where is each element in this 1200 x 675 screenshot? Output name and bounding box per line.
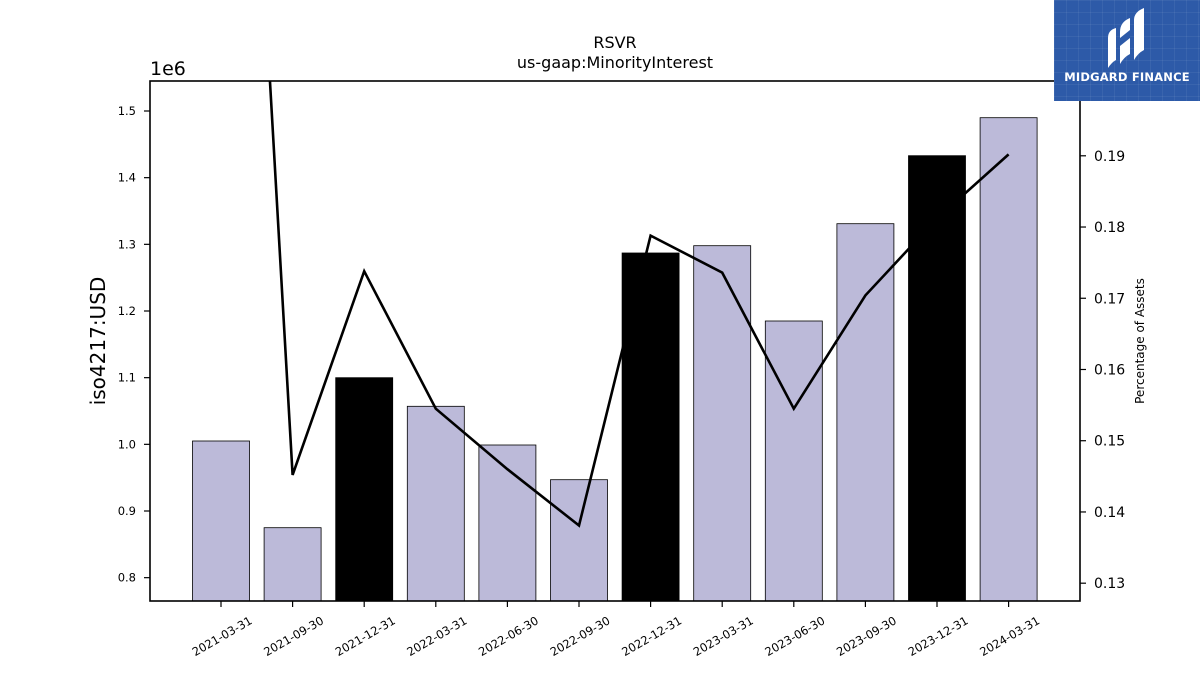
logo-mark-icon [1108,8,1144,68]
y2-axis-label: Percentage of Assets [1133,278,1147,404]
logo-text: MIDGARD FINANCE [1064,70,1190,84]
bar-2021-12-31 [335,377,394,602]
y-tick-label: 0.8 [118,571,136,585]
x-tick-label: 2024-03-31 [977,613,1042,659]
bar-2021-03-31 [192,440,250,602]
x-tick-label: 2023-09-30 [834,613,899,659]
y-tick-label: 1.4 [118,171,136,185]
bar-2022-06-30 [478,444,537,602]
x-tick-label: 2022-03-31 [404,613,469,659]
x-tick-label: 2021-09-30 [261,613,326,659]
bar-2022-09-30 [550,479,608,602]
y-tick-label: 1.0 [118,437,136,451]
x-tick-label: 2021-12-31 [333,613,398,659]
y2-tick-label: 0.18 [1094,220,1125,236]
bar-2023-03-31 [693,245,752,602]
y2-tick-label: 0.13 [1094,576,1125,592]
bars-group [192,117,1038,602]
x-tick-label: 2022-12-31 [619,613,684,659]
y2-tick-label: 0.14 [1094,505,1125,521]
x-tick-label: 2023-06-30 [762,613,827,659]
y-tick-label: 1.2 [118,304,136,318]
y2-tick-label: 0.17 [1094,291,1125,307]
plot-frame [149,80,1081,602]
x-tick-label: 2022-06-30 [476,613,541,659]
bar-2021-09-30 [263,527,322,602]
y-tick-label: 0.9 [118,504,136,518]
x-tick-label: 2023-03-31 [691,613,756,659]
x-tick-label: 2022-09-30 [548,613,613,659]
x-tick-label: 2021-03-31 [190,613,255,659]
y-tick-label: 1.1 [118,371,136,385]
bar-2022-12-31 [621,252,680,602]
midgard-finance-logo: MIDGARD FINANCE [1054,0,1200,101]
y-tick-label: 1.5 [118,104,136,118]
y2-tick-label: 0.16 [1094,362,1125,378]
y-offset-label: 1e6 [150,58,186,80]
bar-2023-09-30 [836,223,895,602]
chart-title: RSVR [593,33,636,52]
chart-subtitle: us-gaap:MinorityInterest [517,53,713,72]
y2-tick-label: 0.15 [1094,434,1125,450]
percentage-of-assets-line [268,81,1010,528]
x-tick-label: 2023-12-31 [906,613,971,659]
y2-tick-label: 0.19 [1094,149,1125,165]
bar-2024-03-31 [979,117,1038,602]
y-tick-label: 1.3 [118,237,136,251]
line-group [268,81,1010,528]
y-axis-label: iso4217:USD [86,277,110,406]
bar-2022-03-31 [406,405,465,602]
bar-2023-06-30 [764,320,823,602]
bar-2023-12-31 [908,155,966,602]
